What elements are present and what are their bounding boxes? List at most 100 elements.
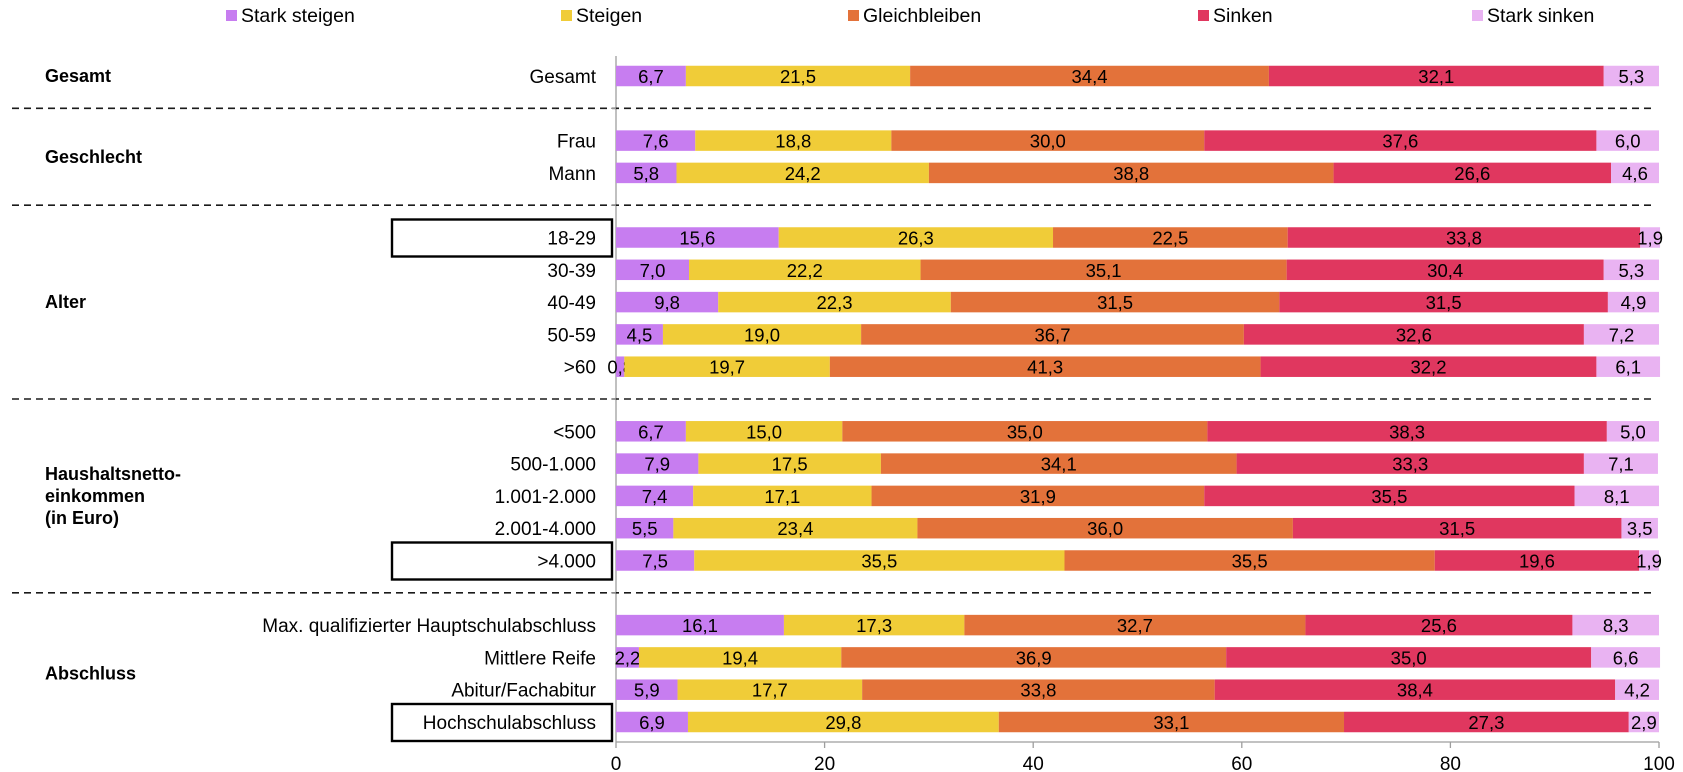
- data-label: 7,6: [643, 131, 669, 152]
- highlight-box: [390, 218, 614, 258]
- x-tick-label: 20: [814, 754, 835, 772]
- bar-segment: [616, 485, 694, 507]
- bar-segment: [1603, 259, 1659, 281]
- legend-label: Sinken: [1213, 5, 1273, 27]
- bar-segment: [1615, 679, 1659, 700]
- bar-segment: [1214, 679, 1616, 700]
- bar-segment: [891, 130, 1205, 151]
- data-label: 35,0: [1007, 421, 1043, 442]
- bar-segment: [842, 421, 1208, 442]
- bar-segment: [616, 227, 779, 248]
- bar-segment: [677, 679, 863, 700]
- legend-swatch: [1472, 10, 1483, 21]
- legend-swatch: [1198, 10, 1209, 21]
- bar-segment: [862, 679, 1215, 700]
- bar-segment: [1591, 647, 1661, 668]
- data-label: 17,3: [856, 615, 892, 636]
- bar-segment: [871, 485, 1205, 507]
- bar-segment: [676, 162, 929, 184]
- bar-segment: [1268, 65, 1604, 87]
- data-label: 19,0: [744, 324, 780, 345]
- bar-segment: [783, 614, 965, 636]
- x-tick-label: 80: [1440, 754, 1461, 772]
- bar-segment: [695, 130, 892, 151]
- bar-segment: [1639, 550, 1659, 571]
- bar-segment: [1603, 65, 1659, 87]
- data-label: 31,9: [1020, 486, 1056, 507]
- bar-segment: [718, 291, 951, 313]
- data-label: 15,0: [746, 421, 782, 442]
- bar-segment: [950, 291, 1280, 313]
- data-label: 35,5: [861, 551, 897, 572]
- data-label: 6,9: [639, 712, 665, 733]
- data-label: 17,1: [764, 486, 800, 507]
- category-label: Gesamt: [529, 67, 596, 88]
- data-label: 6,7: [638, 66, 664, 87]
- bar-segment: [616, 550, 695, 571]
- bar-segment: [880, 453, 1237, 474]
- data-label: 2,9: [1631, 712, 1657, 733]
- bar-segment: [616, 421, 686, 442]
- data-label: 1,9: [1637, 228, 1663, 249]
- bar-segment: [693, 485, 872, 507]
- category-label: Frau: [557, 132, 596, 153]
- data-label: 32,7: [1117, 615, 1153, 636]
- category-label: 1.001-2.000: [495, 487, 596, 508]
- data-label: 31,5: [1439, 518, 1475, 539]
- data-label: 33,1: [1153, 712, 1189, 733]
- data-label: 4,6: [1622, 163, 1648, 184]
- highlight-box: [390, 702, 614, 743]
- data-label: 1,9: [1636, 551, 1662, 572]
- data-label: 38,3: [1389, 421, 1425, 442]
- bar-segment: [1286, 259, 1604, 281]
- bar-segment: [1583, 453, 1658, 474]
- bar-segment: [616, 517, 674, 539]
- data-label: 4,5: [627, 324, 653, 345]
- legend-swatch: [848, 10, 859, 21]
- data-label: 5,3: [1619, 66, 1645, 87]
- bar-segment: [694, 550, 1065, 571]
- data-label: 16,1: [682, 615, 718, 636]
- data-label: 35,0: [1391, 647, 1427, 668]
- data-label: 17,7: [752, 680, 788, 701]
- bar-segment: [1064, 550, 1435, 571]
- bar-segment: [616, 614, 784, 636]
- bar-segment: [685, 421, 843, 442]
- bar-segment: [1333, 162, 1612, 184]
- category-label: Max. qualifizierter Hauptschulabschluss: [262, 616, 596, 637]
- bar-segment: [928, 162, 1334, 184]
- bar-segment: [1596, 130, 1659, 151]
- legend-label: Gleichbleiben: [863, 5, 981, 27]
- data-label: 15,6: [679, 228, 715, 249]
- category-label: Mittlere Reife: [484, 648, 596, 669]
- data-label: 36,0: [1087, 518, 1123, 539]
- bar-segment: [616, 162, 677, 184]
- bar-segment: [1053, 227, 1288, 248]
- data-label: 19,6: [1519, 551, 1555, 572]
- data-label: 30,4: [1427, 260, 1463, 281]
- category-label: 18-29: [547, 229, 596, 250]
- data-label: 23,4: [777, 518, 813, 539]
- group-label: Alter: [45, 292, 86, 312]
- bar-segment: [841, 647, 1227, 668]
- bar-segment: [616, 356, 625, 377]
- bar-segment: [638, 647, 842, 668]
- category-label: 50-59: [547, 325, 596, 346]
- category-label: >60: [564, 358, 596, 379]
- data-label: 8,1: [1604, 486, 1630, 507]
- category-label: <500: [553, 422, 596, 443]
- data-label: 26,3: [898, 228, 934, 249]
- data-label: 6,6: [1613, 647, 1639, 668]
- bar-segment: [1260, 356, 1597, 377]
- data-label: 37,6: [1382, 131, 1418, 152]
- category-label: Mann: [548, 164, 596, 185]
- bar-segment: [917, 517, 1293, 539]
- bar-segment: [1305, 614, 1573, 636]
- bar-segment: [673, 517, 918, 539]
- data-label: 7,5: [642, 551, 668, 572]
- bar-segment: [1204, 485, 1575, 507]
- data-label: 36,9: [1016, 647, 1052, 668]
- group-label: Geschlecht: [45, 147, 142, 167]
- bar-segment: [662, 324, 862, 345]
- bar-segment: [616, 291, 719, 313]
